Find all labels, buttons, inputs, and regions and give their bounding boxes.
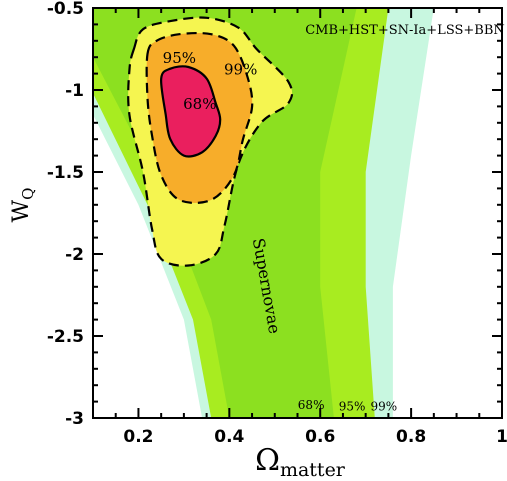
y-axis-label-sub: Q [19,188,37,200]
y-tick-label: -0.5 [47,0,84,19]
legend-text: CMB+HST+SN-Ia+LSS+BBN [305,23,505,38]
x-tick-label: 0.8 [396,427,426,447]
x-axis-label-main: Ω [255,443,280,478]
combined-contour-label-99: 99% [224,61,257,79]
y-tick-label: -1.5 [47,163,84,183]
x-axis-label: Ωmatter [255,443,346,481]
y-tick-label: -2.5 [47,327,84,347]
combined-contour-68 [160,65,222,158]
supernovae-band-label-95: 95% [339,400,366,414]
x-tick-label: 0.4 [214,427,244,447]
x-tick-label: 1 [496,427,507,447]
combined-contour-label-68: 68% [183,95,216,113]
y-tick-label: -2 [65,245,84,265]
x-axis-label-sub: matter [280,459,346,481]
y-axis-label-main: W [9,199,34,222]
y-tick-label: -3 [65,409,84,429]
supernovae-band-label-68: 68% [298,398,325,412]
supernovae-band-label-99: 99% [371,400,398,414]
y-axis-label: WQ [9,188,37,223]
x-tick-label: 0.6 [305,427,335,447]
y-tick-label: -1 [65,81,84,101]
combined-contour-label-95: 95% [163,49,196,67]
x-tick-label: 0.2 [123,427,153,447]
